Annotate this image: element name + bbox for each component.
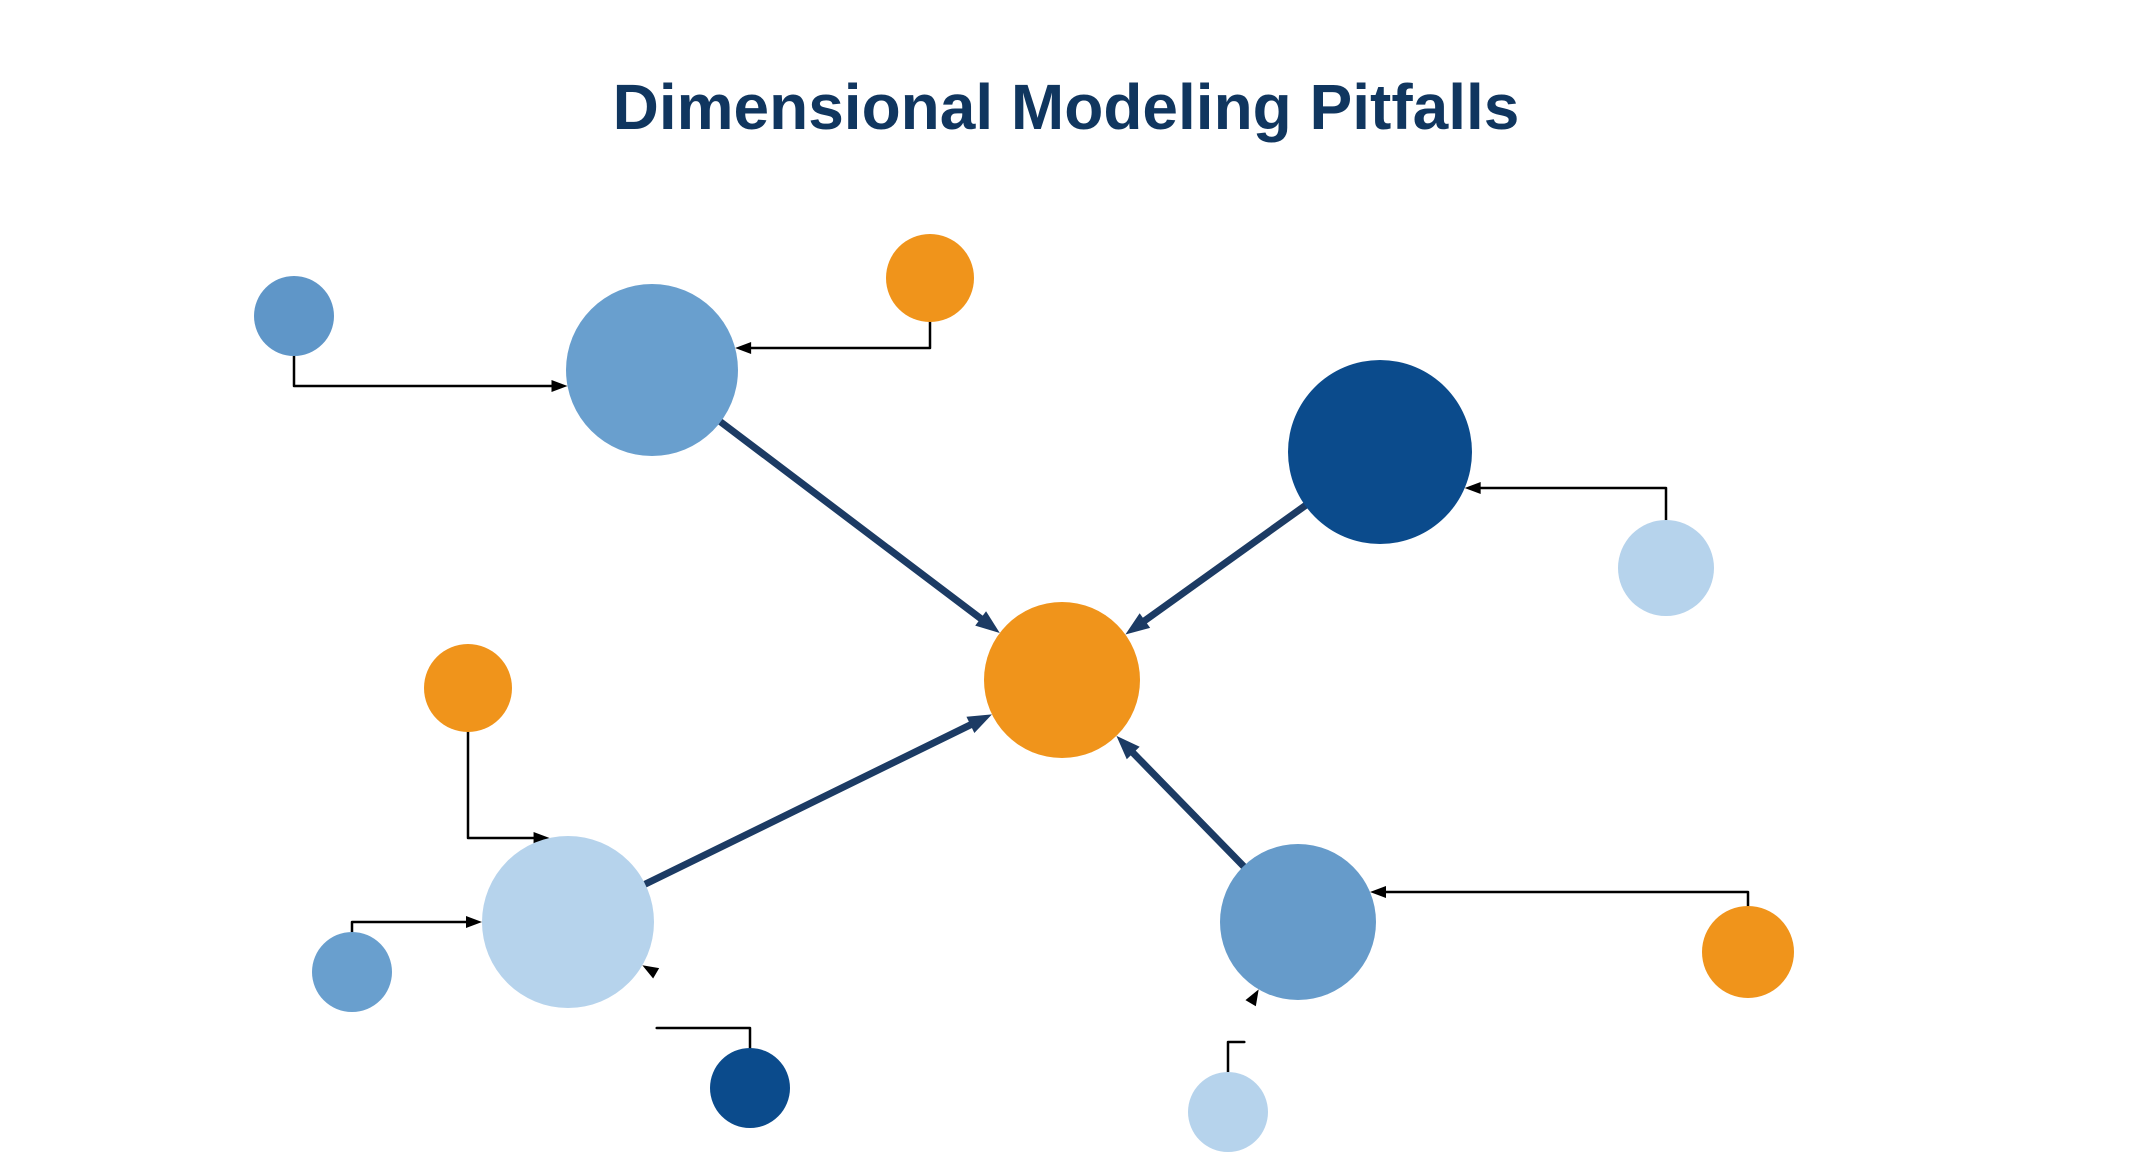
node-hub_tr — [1288, 360, 1472, 544]
node-hub_tl — [566, 284, 738, 456]
node-s_bl1 — [424, 644, 512, 732]
node-hub_br — [1220, 844, 1376, 1000]
node-s_bl3 — [710, 1048, 790, 1128]
node-s_tl1 — [254, 276, 334, 356]
node-s_tr1 — [1618, 520, 1714, 616]
node-hub_bl — [482, 836, 654, 1008]
node-s_bl2 — [312, 932, 392, 1012]
node-center — [984, 602, 1140, 758]
node-s_br1 — [1702, 906, 1794, 998]
network-svg — [0, 0, 2132, 1162]
node-s_br2 — [1188, 1072, 1268, 1152]
diagram-stage: Dimensional Modeling Pitfalls — [0, 0, 2132, 1162]
node-s_tl2 — [886, 234, 974, 322]
